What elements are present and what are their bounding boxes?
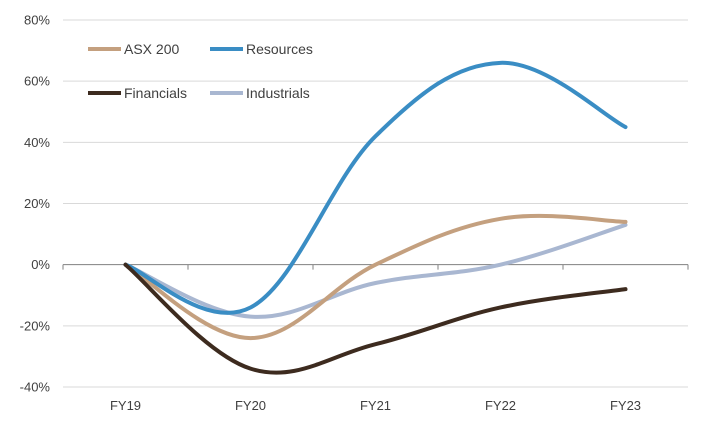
series-lines	[123, 60, 628, 375]
legend-item-resources: Resources	[210, 41, 313, 57]
legend-item-industrials: Industrials	[210, 85, 310, 101]
y-tick-label: 80%	[24, 13, 50, 28]
gridlines	[62, 19, 689, 388]
legend-label: Financials	[124, 85, 187, 101]
x-tick-label: FY23	[610, 398, 641, 413]
y-tick-label: 20%	[24, 196, 50, 211]
x-axis-tick-labels: FY19 FY20 FY21 FY22 FY23	[110, 398, 641, 413]
y-tick-label: -40%	[20, 380, 51, 395]
legend-label: Resources	[246, 41, 313, 57]
y-axis-tick-labels: -40% -20% 0% 20% 40% 60% 80%	[20, 13, 51, 395]
legend-item-financials: Financials	[88, 85, 187, 101]
y-tick-label: -20%	[20, 318, 51, 333]
y-tick-label: 0%	[31, 257, 50, 272]
legend: ASX 200 Resources Financials Industrials	[88, 41, 313, 101]
x-tick-label: FY21	[360, 398, 391, 413]
y-tick-label: 40%	[24, 135, 50, 150]
x-tick-label: FY20	[235, 398, 266, 413]
series-line-financials	[123, 262, 628, 375]
legend-item-asx-200: ASX 200	[88, 41, 179, 57]
legend-label: ASX 200	[124, 41, 179, 57]
x-tick-label: FY19	[110, 398, 141, 413]
series-line-asx-200	[123, 213, 628, 341]
series-line-resources	[123, 60, 628, 315]
legend-label: Industrials	[246, 85, 310, 101]
y-tick-label: 60%	[24, 74, 50, 89]
series-line-industrials	[123, 222, 628, 319]
x-tick-label: FY22	[485, 398, 516, 413]
